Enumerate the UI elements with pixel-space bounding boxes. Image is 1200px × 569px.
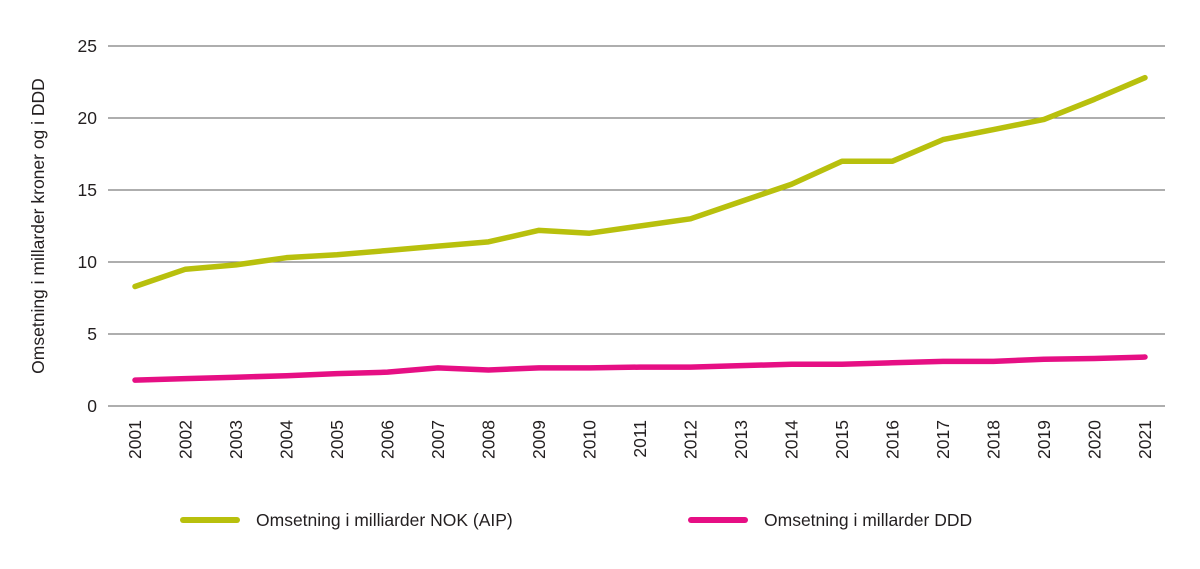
legend-swatch-ddd xyxy=(688,517,748,523)
x-axis-tick-labels: 2001 2002 2003 2004 2005 2006 2007 2008 2009 2010… xyxy=(125,420,1155,459)
x-tick-label-2021: 2021 xyxy=(1135,420,1155,459)
x-tick-label-2013: 2013 xyxy=(731,420,751,459)
x-tick-label-2017: 2017 xyxy=(933,420,953,459)
x-tick-label-2020: 2020 xyxy=(1085,420,1105,459)
x-tick-label-2018: 2018 xyxy=(984,420,1004,459)
x-tick-label-2005: 2005 xyxy=(327,420,347,459)
y-tick-label-25: 25 xyxy=(78,36,97,56)
y-tick-label-10: 10 xyxy=(78,252,98,272)
x-tick-label-2019: 2019 xyxy=(1034,420,1054,459)
legend: Omsetning i milliarder NOK (AIP) Omsetni… xyxy=(0,506,1200,540)
x-tick-label-2003: 2003 xyxy=(226,420,246,459)
y-axis-title: Omsetning i millarder kroner og i DDD xyxy=(28,78,48,374)
gridlines xyxy=(108,45,1165,407)
x-tick-label-2011: 2011 xyxy=(630,420,650,458)
y-tick-label-20: 20 xyxy=(78,108,98,128)
y-tick-label-15: 15 xyxy=(78,180,97,200)
legend-item-ddd: Omsetning i millarder DDD xyxy=(688,506,972,534)
x-tick-label-2004: 2004 xyxy=(277,420,297,459)
y-tick-label-5: 5 xyxy=(87,324,97,344)
x-tick-label-2015: 2015 xyxy=(832,420,852,459)
series-line-1 xyxy=(132,354,1148,383)
x-tick-label-2002: 2002 xyxy=(176,420,196,459)
legend-swatch-nok-aip xyxy=(180,517,240,523)
legend-label-nok-aip: Omsetning i milliarder NOK (AIP) xyxy=(256,509,513,530)
x-tick-label-2014: 2014 xyxy=(782,420,802,459)
legend-item-nok-aip: Omsetning i milliarder NOK (AIP) xyxy=(180,506,513,534)
x-tick-label-2001: 2001 xyxy=(125,420,145,459)
x-tick-label-2006: 2006 xyxy=(378,420,398,459)
x-tick-label-2007: 2007 xyxy=(428,420,448,459)
x-tick-label-2009: 2009 xyxy=(529,420,549,459)
x-tick-label-2008: 2008 xyxy=(479,420,499,459)
x-tick-label-2012: 2012 xyxy=(681,420,701,459)
legend-label-ddd: Omsetning i millarder DDD xyxy=(764,509,973,530)
x-tick-label-2016: 2016 xyxy=(883,420,903,459)
series-line-0 xyxy=(132,74,1148,290)
y-tick-label-0: 0 xyxy=(87,396,97,416)
x-tick-label-2010: 2010 xyxy=(580,420,600,459)
y-axis-tick-labels: 0 5 10 15 20 25 xyxy=(78,36,98,416)
data-series-lines xyxy=(132,74,1148,383)
